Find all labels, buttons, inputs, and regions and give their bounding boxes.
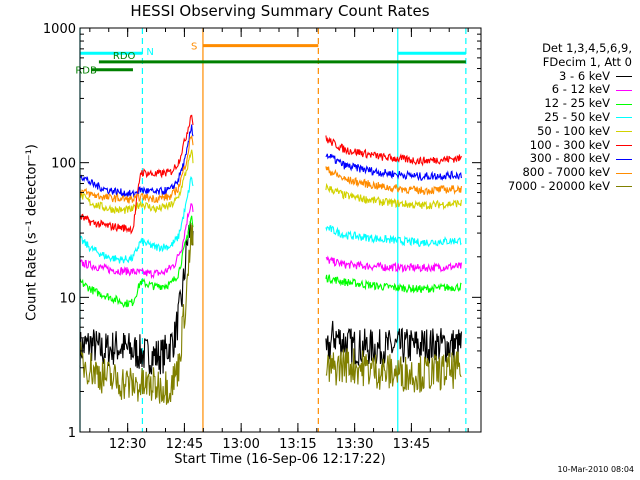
series-line: [325, 182, 462, 211]
y-tick-label: 100: [51, 157, 76, 172]
legend-item-label: 7000 - 20000 keV: [507, 178, 610, 193]
x-tick-label: 12:45: [166, 437, 203, 452]
series-line: [325, 274, 462, 294]
x-tick-label: 13:00: [222, 437, 259, 452]
legend-swatch: [616, 75, 632, 77]
series-line: [79, 114, 194, 235]
legend-item-label: 6 - 12 keV: [551, 82, 610, 97]
series-line: [325, 320, 462, 368]
legend-item-label: 300 - 800 keV: [529, 151, 610, 166]
legend-item: 50 - 100 keV: [486, 123, 632, 139]
series-line: [79, 203, 194, 280]
legend-swatch: [616, 186, 632, 188]
x-tick-label: 12:30: [109, 437, 146, 452]
series-line: [325, 348, 462, 393]
series-line: [325, 153, 462, 182]
y-tick-label: 1000: [43, 22, 76, 37]
x-tick-label: 13:15: [279, 437, 316, 452]
legend-item: 800 - 7000 keV: [486, 165, 632, 180]
series-line: [325, 166, 462, 196]
legend-item-label: 50 - 100 keV: [537, 123, 610, 138]
flag-bar-label: RDO: [113, 51, 136, 62]
legend: Det 1,3,4,5,6,9, FDecim 1, Att 0 3 - 6 k…: [486, 41, 632, 194]
legend-swatch: [616, 144, 632, 146]
series-line: [325, 135, 462, 167]
x-axis-label: Start Time (16-Sep-06 12:17:22): [174, 452, 386, 467]
series-line: [79, 149, 194, 214]
legend-header-line-1: Det 1,3,4,5,6,9,: [542, 41, 632, 55]
legend-swatch: [616, 172, 632, 174]
legend-swatch: [616, 103, 632, 105]
series-line: [79, 175, 194, 264]
legend-item: 6 - 12 keV: [486, 83, 632, 97]
legend-swatch: [616, 131, 632, 133]
legend-item-label: 3 - 6 keV: [559, 68, 610, 83]
legend-item-label: 25 - 50 keV: [544, 109, 610, 124]
legend-item: 25 - 50 keV: [486, 109, 632, 125]
legend-swatch: [616, 89, 632, 91]
legend-item: 300 - 800 keV: [486, 152, 632, 166]
chart-title: HESSI Observing Summary Count Rates: [130, 2, 430, 20]
series-line: [79, 215, 194, 309]
x-tick-label: 13:30: [336, 437, 373, 452]
legend-item-label: 800 - 7000 keV: [522, 165, 610, 180]
legend-item-label: 100 - 300 keV: [529, 137, 610, 152]
y-axis-label: Count Rate (s⁻¹ detector⁻¹): [24, 144, 40, 321]
plot-frame: [79, 27, 482, 433]
legend-swatch: [616, 117, 632, 119]
legend-item-label: 12 - 25 keV: [544, 96, 610, 111]
series-line: [79, 134, 194, 204]
flag-bar-label: N: [146, 47, 153, 58]
legend-item: 12 - 25 keV: [486, 96, 632, 111]
series-line: [79, 221, 194, 375]
x-tick-label: 13:45: [393, 437, 430, 452]
legend-item: 100 - 300 keV: [486, 137, 632, 153]
y-tick-label: 1: [68, 426, 76, 441]
flag-bar-label: RDB: [75, 66, 97, 77]
series-line: [79, 223, 194, 405]
legend-header-line-2: FDecim 1, Att 0: [542, 54, 632, 69]
footer-timestamp: 10-Mar-2010 08:04: [557, 465, 635, 474]
y-tick-label: 10: [59, 291, 76, 306]
legend-item: 3 - 6 keV: [486, 68, 632, 84]
series-line: [325, 255, 462, 273]
flag-bar-label: S: [191, 42, 197, 53]
legend-item: 7000 - 20000 keV: [486, 178, 632, 194]
legend-swatch: [616, 158, 632, 160]
series-line: [79, 124, 194, 198]
series-line: [325, 224, 462, 248]
